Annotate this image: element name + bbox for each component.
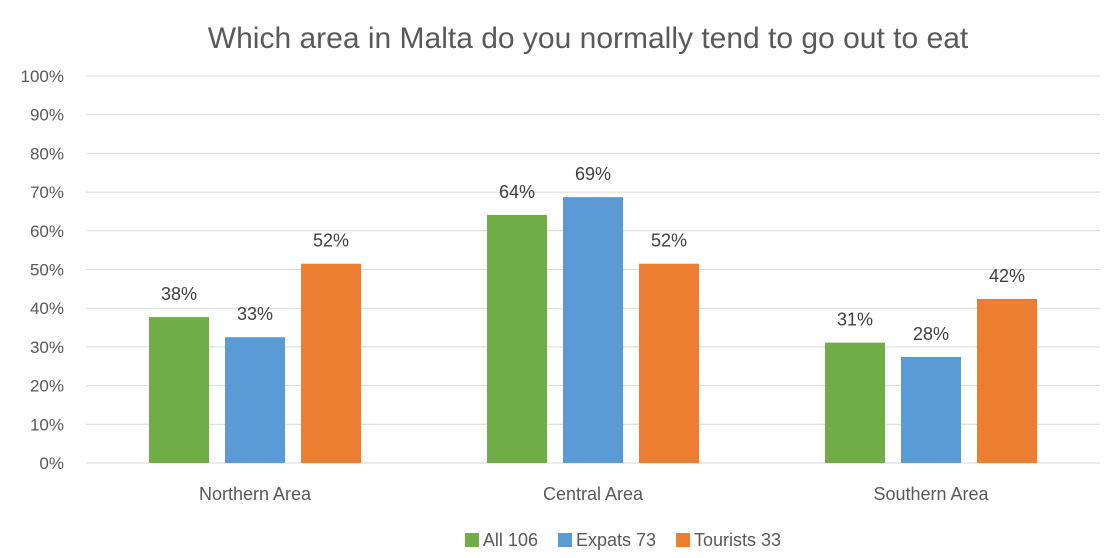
y-tick-label: 0% bbox=[39, 454, 64, 473]
bar bbox=[225, 337, 285, 463]
data-label: 69% bbox=[575, 164, 611, 184]
legend-swatch bbox=[557, 533, 572, 547]
y-tick-label: 100% bbox=[21, 67, 64, 86]
x-axis-categories: Northern Area Central Area Southern Area bbox=[199, 484, 990, 504]
legend-item: All 106 bbox=[464, 530, 538, 550]
bars bbox=[149, 197, 1037, 464]
legend-label: All 106 bbox=[483, 530, 538, 550]
data-label: 52% bbox=[651, 231, 687, 251]
bar bbox=[901, 356, 961, 463]
y-tick-label: 50% bbox=[30, 261, 64, 280]
data-label: 38% bbox=[161, 284, 197, 304]
y-tick-label: 40% bbox=[30, 299, 64, 318]
x-category-label: Southern Area bbox=[873, 484, 989, 504]
y-tick-label: 70% bbox=[30, 183, 64, 202]
legend-swatch bbox=[464, 533, 479, 547]
bar bbox=[149, 317, 209, 463]
data-label: 42% bbox=[989, 266, 1025, 286]
bar bbox=[563, 197, 623, 464]
bar bbox=[825, 342, 885, 463]
legend-label: Tourists 33 bbox=[694, 530, 781, 550]
y-tick-label: 30% bbox=[30, 338, 64, 357]
y-tick-label: 20% bbox=[30, 377, 64, 396]
y-axis-ticks: 0% 10% 20% 30% 40% 50% 60% 70% 80% 90% 100% bbox=[21, 67, 64, 473]
y-tick-label: 60% bbox=[30, 222, 64, 241]
data-label: 33% bbox=[237, 304, 273, 324]
y-tick-label: 10% bbox=[30, 415, 64, 434]
chart-title: Which area in Malta do you normally tend… bbox=[208, 22, 969, 55]
y-tick-label: 90% bbox=[30, 106, 64, 125]
x-category-label: Central Area bbox=[543, 484, 644, 504]
data-label: 28% bbox=[913, 324, 949, 344]
legend-item: Tourists 33 bbox=[676, 530, 781, 550]
data-label: 31% bbox=[837, 310, 873, 330]
legend: All 106 Expats 73 Tourists 33 bbox=[464, 530, 781, 550]
bar bbox=[977, 298, 1037, 463]
data-label: 64% bbox=[499, 182, 535, 202]
bar bbox=[301, 263, 361, 463]
legend-swatch bbox=[676, 533, 691, 547]
data-labels: 38% 33% 52% 64% 69% 52% 31% 28% 42% bbox=[161, 164, 1025, 344]
legend-label: Expats 73 bbox=[576, 530, 656, 550]
x-category-label: Northern Area bbox=[199, 484, 312, 504]
legend-item: Expats 73 bbox=[557, 530, 656, 550]
bar bbox=[487, 214, 547, 463]
bar bbox=[639, 263, 699, 463]
y-tick-label: 80% bbox=[30, 144, 64, 163]
data-label: 52% bbox=[313, 231, 349, 251]
